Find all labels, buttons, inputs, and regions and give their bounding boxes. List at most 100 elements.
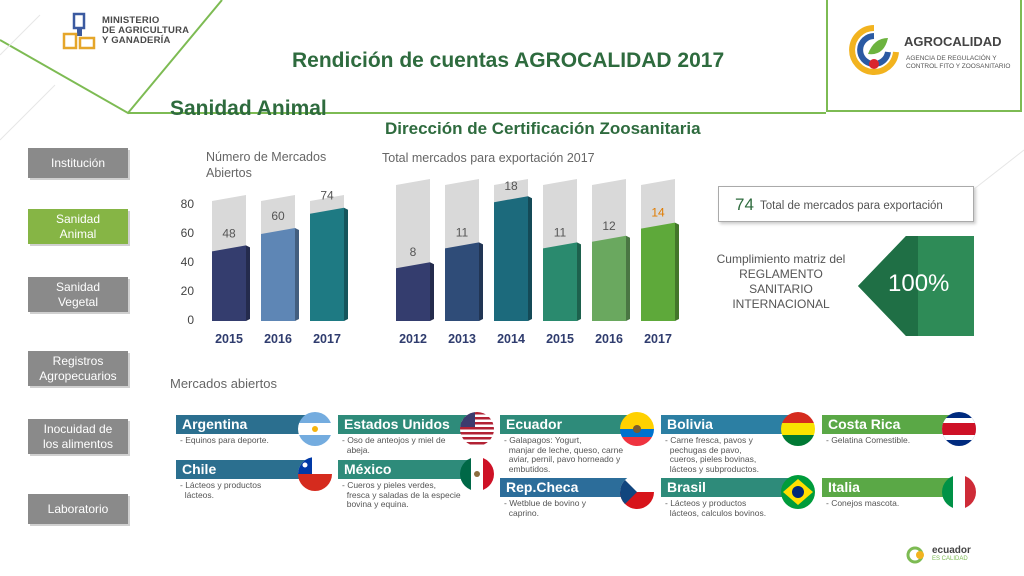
y-tick-label: 0 bbox=[187, 313, 194, 327]
nav-laboratorio[interactable]: Laboratorio bbox=[28, 494, 128, 524]
nav-sanidad-animal[interactable]: Sanidad Animal bbox=[28, 209, 128, 244]
market-card-brazil: Brasil - Lácteos y productos lácteos, cal… bbox=[661, 475, 815, 522]
market-card-italy: Italia - Conejos mascota. bbox=[822, 475, 976, 522]
bar-2016: 12 2016 bbox=[592, 179, 630, 345]
bar-side bbox=[430, 262, 434, 321]
ministry-name: MINISTERIO DE AGRICULTURA Y GANADERÍA bbox=[102, 15, 190, 46]
y-tick-label: 20 bbox=[180, 284, 194, 298]
compliance-percent: 100% bbox=[888, 270, 950, 297]
market-card-usa: Estados Unidos - Oso de anteojos y miel d… bbox=[338, 412, 494, 459]
bar-2015: 48 2015 bbox=[212, 195, 250, 345]
nav-institucion[interactable]: Institución bbox=[28, 148, 128, 178]
ministry-logo: MINISTERIO DE AGRICULTURA Y GANADERÍA bbox=[62, 12, 192, 56]
category-label: 2012 bbox=[399, 332, 427, 345]
czech-flag-icon bbox=[620, 475, 654, 509]
total-markets-box: 74 Total de mercados para exportación bbox=[718, 186, 974, 222]
bar-2013: 11 2013 bbox=[445, 179, 483, 345]
bar-fill bbox=[396, 262, 430, 321]
market-products: - Gelatina Comestible. bbox=[826, 435, 911, 445]
usa-flag-icon bbox=[460, 412, 494, 446]
y-tick-label: 60 bbox=[180, 226, 194, 240]
market-country: México bbox=[338, 460, 478, 479]
market-card-czech: Rep.Checa - Wetblue de bovino y caprino. bbox=[500, 475, 654, 522]
bar-side bbox=[479, 242, 483, 321]
argentina-flag-icon bbox=[298, 412, 332, 446]
market-products: - Galapagos: Yogurt, manjar de leche, qu… bbox=[504, 435, 624, 474]
y-tick-label: 40 bbox=[180, 255, 194, 269]
market-country: Italia bbox=[822, 478, 960, 497]
bar-fill bbox=[445, 242, 479, 321]
nav-sanidad-vegetal[interactable]: Sanidad Vegetal bbox=[28, 277, 128, 312]
value-label: 60 bbox=[271, 209, 285, 223]
ecuador-calidad-emblem-icon bbox=[906, 546, 924, 564]
chart2-title: Total mercados para exportación 2017 bbox=[382, 151, 595, 165]
value-label: 18 bbox=[504, 179, 518, 193]
bar-side bbox=[626, 235, 630, 321]
market-products: - Lácteos y productos lácteos. bbox=[180, 480, 262, 500]
y-tick-label: 80 bbox=[180, 197, 194, 211]
ecuador-flag-icon bbox=[620, 412, 654, 446]
total-markets-label: Total de mercados para exportación bbox=[760, 200, 943, 212]
chile-flag-icon bbox=[298, 457, 332, 491]
value-label: 8 bbox=[410, 245, 417, 259]
nav-registros-agropecuarios[interactable]: Registros Agropecuarios bbox=[28, 351, 128, 386]
ecuador-calidad-logo: ecuador ES CALIDAD bbox=[906, 544, 980, 566]
markets-title: Mercados abiertos bbox=[170, 376, 277, 391]
value-label: 11 bbox=[456, 225, 469, 239]
market-country: Ecuador bbox=[500, 415, 638, 434]
chart1-title: Número de Mercados Abiertos bbox=[206, 150, 327, 180]
value-label: 12 bbox=[602, 219, 616, 233]
market-products: - Oso de anteojos y miel de abeja. bbox=[342, 435, 446, 455]
bar-fill bbox=[212, 245, 246, 321]
market-country: Brasil bbox=[661, 478, 799, 497]
bar-side bbox=[528, 196, 532, 321]
bar-fill bbox=[494, 196, 528, 321]
market-country: Rep.Checa bbox=[500, 478, 638, 497]
category-label: 2013 bbox=[448, 332, 476, 345]
italy-flag-icon bbox=[942, 475, 976, 509]
bar-fill bbox=[543, 242, 577, 321]
nav-inocuidad-alimentos[interactable]: Inocuidad de los alimentos bbox=[28, 419, 128, 454]
market-products: - Equinos para deporte. bbox=[180, 435, 269, 445]
market-products: - Wetblue de bovino y caprino. bbox=[504, 498, 587, 518]
agrocalidad-emblem-icon bbox=[849, 25, 899, 75]
category-label: 2014 bbox=[497, 332, 525, 345]
bar-side bbox=[577, 242, 581, 321]
market-card-chile: Chile - Lácteos y productos lácteos. bbox=[176, 457, 332, 504]
brazil-flag-icon bbox=[781, 475, 815, 509]
bar-2016: 60 2016 bbox=[261, 195, 299, 345]
market-products: - Cueros y pieles verdes, fresca y salad… bbox=[342, 480, 461, 509]
category-label: 2015 bbox=[215, 332, 243, 345]
bar-side bbox=[295, 228, 299, 321]
market-card-mexico: México - Cueros y pieles verdes, fresca y… bbox=[338, 457, 494, 509]
market-card-bolivia: Bolivia - Carne fresca, pavos y pechugas … bbox=[661, 412, 815, 473]
bar-2017: 74 2017 bbox=[310, 189, 348, 345]
total-markets-value: 74 bbox=[735, 195, 754, 214]
compliance-label: Cumplimiento matriz del REGLAMENTO SANIT… bbox=[716, 252, 846, 311]
market-country: Chile bbox=[176, 460, 316, 479]
category-label: 2017 bbox=[313, 332, 341, 345]
category-label: 2016 bbox=[595, 332, 623, 345]
category-label: 2015 bbox=[546, 332, 574, 345]
bar-side bbox=[344, 207, 348, 321]
value-label: 11 bbox=[554, 225, 567, 239]
bar-fill bbox=[261, 228, 295, 321]
bar-fill bbox=[641, 222, 675, 321]
market-country: Bolivia bbox=[661, 415, 799, 434]
section-title: Sanidad Animal bbox=[170, 97, 327, 120]
subsection-title: Dirección de Certificación Zoosanitaria bbox=[385, 119, 701, 138]
category-label: 2017 bbox=[644, 332, 672, 345]
bolivia-flag-icon bbox=[781, 412, 815, 446]
market-products: - Lácteos y productos lácteos, calculos … bbox=[665, 498, 767, 518]
value-label: 48 bbox=[222, 226, 236, 240]
compliance-diamond bbox=[858, 236, 974, 336]
market-card-ecuador: Ecuador - Galapagos: Yogurt, manjar de le… bbox=[500, 412, 654, 473]
bar-2015: 11 2015 bbox=[543, 179, 581, 345]
bar-2017: 14 2017 bbox=[641, 179, 679, 345]
page-title: Rendición de cuentas AGROCALIDAD 2017 bbox=[292, 49, 725, 72]
bar-side bbox=[675, 222, 679, 321]
market-country: Costa Rica bbox=[822, 415, 960, 434]
costarica-flag-icon bbox=[942, 412, 976, 446]
bar-fill bbox=[310, 207, 344, 321]
